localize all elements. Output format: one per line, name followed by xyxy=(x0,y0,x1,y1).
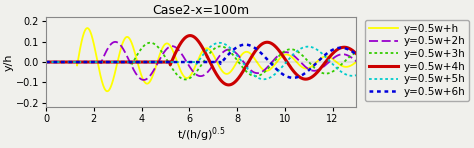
y=0.5w+5h xyxy=(59,61,64,63)
y=0.5w+4h xyxy=(59,61,64,63)
y=0.5w+h xyxy=(194,61,200,62)
y=0.5w+4h xyxy=(345,47,350,49)
y=0.5w+4h xyxy=(194,39,200,41)
Y-axis label: y/h: y/h xyxy=(4,53,14,71)
y=0.5w+6h xyxy=(345,48,350,50)
y=0.5w+3h xyxy=(354,52,359,53)
y=0.5w+5h xyxy=(194,62,200,64)
y=0.5w+6h xyxy=(345,48,351,50)
y=0.5w+h xyxy=(84,27,90,29)
y=0.5w+2h xyxy=(354,61,359,62)
y=0.5w+3h xyxy=(345,58,350,59)
y=0.5w+2h xyxy=(112,41,118,43)
y=0.5w+6h xyxy=(288,77,293,78)
y=0.5w+h xyxy=(104,90,110,92)
y=0.5w+2h xyxy=(288,53,293,54)
y=0.5w+h xyxy=(354,61,359,63)
y=0.5w+4h xyxy=(186,35,191,37)
y=0.5w+5h xyxy=(217,42,222,44)
y=0.5w+3h xyxy=(186,78,192,79)
y=0.5w+4h xyxy=(43,61,49,63)
y=0.5w+3h xyxy=(182,79,188,80)
y=0.5w+h xyxy=(186,76,192,78)
y=0.5w+6h xyxy=(43,61,49,63)
y=0.5w+6h xyxy=(194,61,200,63)
y=0.5w+4h xyxy=(354,53,359,55)
y=0.5w+2h xyxy=(194,74,200,76)
y=0.5w+3h xyxy=(194,70,200,72)
y=0.5w+3h xyxy=(288,48,293,50)
Line: y=0.5w+3h: y=0.5w+3h xyxy=(46,43,356,79)
X-axis label: t/(h/g)$^{0.5}$: t/(h/g)$^{0.5}$ xyxy=(177,125,226,144)
y=0.5w+6h xyxy=(290,77,296,79)
y=0.5w+6h xyxy=(242,44,248,45)
y=0.5w+6h xyxy=(186,61,191,63)
y=0.5w+h xyxy=(288,55,293,57)
y=0.5w+5h xyxy=(288,56,293,58)
y=0.5w+3h xyxy=(59,61,64,63)
Line: y=0.5w+h: y=0.5w+h xyxy=(46,28,356,91)
Line: y=0.5w+6h: y=0.5w+6h xyxy=(46,45,356,78)
y=0.5w+2h xyxy=(59,61,64,63)
y=0.5w+2h xyxy=(345,55,351,56)
y=0.5w+4h xyxy=(187,35,193,36)
y=0.5w+5h xyxy=(43,61,49,63)
y=0.5w+5h xyxy=(354,74,359,76)
y=0.5w+5h xyxy=(345,74,351,76)
y=0.5w+6h xyxy=(354,54,359,56)
y=0.5w+3h xyxy=(345,57,351,59)
y=0.5w+5h xyxy=(345,74,350,76)
Legend: y=0.5w+h, y=0.5w+2h, y=0.5w+3h, y=0.5w+4h, y=0.5w+5h, y=0.5w+6h: y=0.5w+h, y=0.5w+2h, y=0.5w+3h, y=0.5w+4… xyxy=(365,20,469,101)
y=0.5w+2h xyxy=(141,79,146,81)
Line: y=0.5w+4h: y=0.5w+4h xyxy=(46,36,356,85)
y=0.5w+2h xyxy=(186,65,192,67)
y=0.5w+5h xyxy=(186,61,191,63)
y=0.5w+5h xyxy=(261,78,266,80)
y=0.5w+4h xyxy=(345,47,351,49)
y=0.5w+h xyxy=(59,61,64,63)
Line: y=0.5w+2h: y=0.5w+2h xyxy=(46,42,356,80)
y=0.5w+4h xyxy=(288,67,293,68)
y=0.5w+3h xyxy=(147,42,153,44)
y=0.5w+3h xyxy=(43,61,49,63)
y=0.5w+h xyxy=(43,61,49,63)
y=0.5w+6h xyxy=(59,61,64,63)
y=0.5w+2h xyxy=(345,54,350,56)
y=0.5w+4h xyxy=(226,84,231,86)
Line: y=0.5w+5h: y=0.5w+5h xyxy=(46,43,356,79)
y=0.5w+2h xyxy=(43,61,49,63)
y=0.5w+h xyxy=(345,66,351,68)
Title: Case2-x=100m: Case2-x=100m xyxy=(153,4,250,17)
y=0.5w+h xyxy=(345,66,350,68)
